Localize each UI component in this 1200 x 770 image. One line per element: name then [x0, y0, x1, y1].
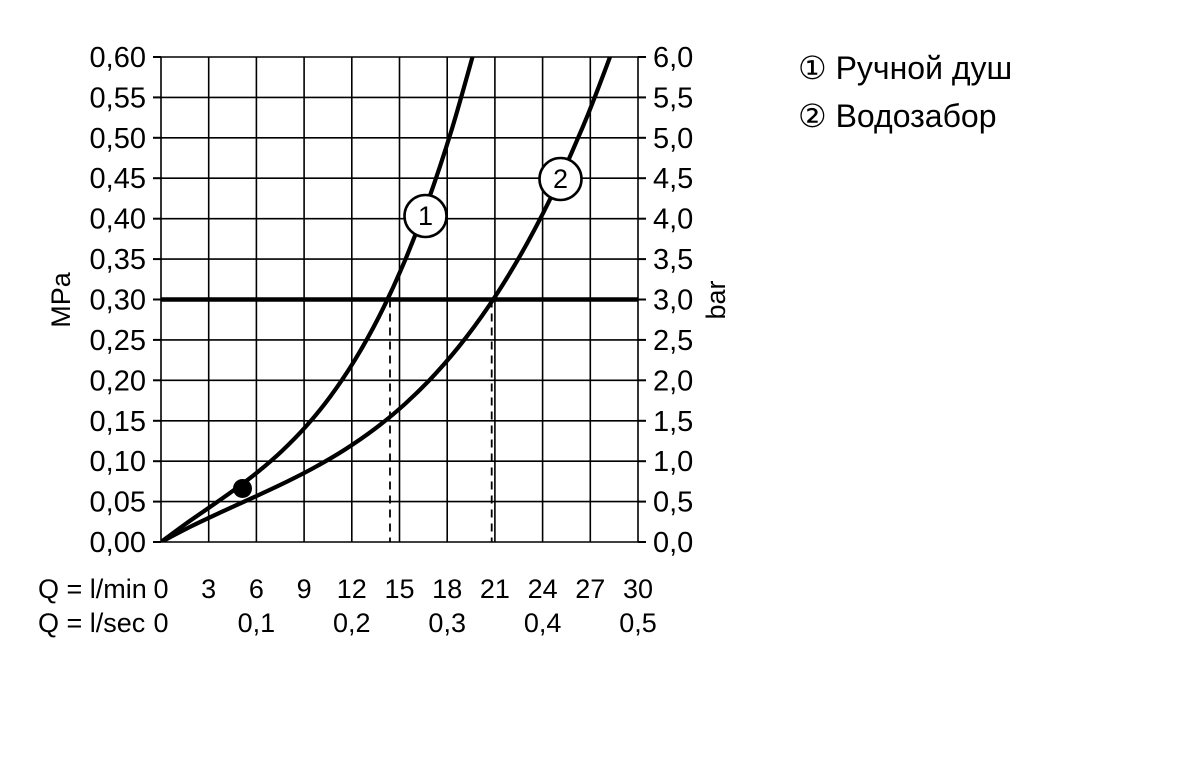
svg-text:1,5: 1,5 — [653, 406, 693, 438]
svg-text:0,45: 0,45 — [90, 163, 146, 195]
svg-text:① Ручной душ: ① Ручной душ — [798, 50, 1012, 86]
svg-text:Q = l/sec: Q = l/sec — [38, 608, 145, 638]
svg-text:0: 0 — [153, 574, 168, 604]
svg-text:24: 24 — [528, 574, 558, 604]
svg-text:3,0: 3,0 — [653, 285, 693, 317]
svg-text:6,0: 6,0 — [653, 42, 693, 74]
svg-text:0,40: 0,40 — [90, 204, 146, 236]
svg-text:5,5: 5,5 — [653, 82, 693, 114]
svg-text:27: 27 — [575, 574, 605, 604]
svg-text:0,50: 0,50 — [90, 123, 146, 155]
svg-text:4,0: 4,0 — [653, 204, 693, 236]
svg-text:0,20: 0,20 — [90, 365, 146, 397]
svg-text:9: 9 — [297, 574, 312, 604]
svg-text:2,5: 2,5 — [653, 325, 693, 357]
svg-text:3,5: 3,5 — [653, 244, 693, 276]
svg-text:3: 3 — [201, 574, 216, 604]
svg-text:0,0: 0,0 — [653, 527, 693, 559]
svg-text:0,05: 0,05 — [90, 487, 146, 519]
svg-text:0,60: 0,60 — [90, 42, 146, 74]
svg-text:0,4: 0,4 — [524, 608, 562, 638]
svg-text:0,00: 0,00 — [90, 527, 146, 559]
svg-text:0,5: 0,5 — [653, 487, 693, 519]
svg-text:0: 0 — [153, 608, 168, 638]
svg-text:bar: bar — [701, 280, 731, 319]
svg-text:21: 21 — [480, 574, 510, 604]
svg-text:18: 18 — [432, 574, 462, 604]
svg-text:0,15: 0,15 — [90, 406, 146, 438]
svg-text:0,55: 0,55 — [90, 82, 146, 114]
svg-text:15: 15 — [384, 574, 414, 604]
svg-text:0,3: 0,3 — [428, 608, 466, 638]
svg-text:1: 1 — [418, 201, 433, 231]
svg-text:2,0: 2,0 — [653, 365, 693, 397]
svg-text:2: 2 — [553, 164, 568, 194]
svg-text:1,0: 1,0 — [653, 446, 693, 478]
svg-text:0,10: 0,10 — [90, 446, 146, 478]
svg-text:0,5: 0,5 — [619, 608, 657, 638]
svg-text:MPa: MPa — [46, 271, 76, 328]
svg-text:12: 12 — [337, 574, 367, 604]
svg-text:Q = l/min: Q = l/min — [38, 574, 147, 604]
svg-text:0,1: 0,1 — [238, 608, 276, 638]
svg-text:4,5: 4,5 — [653, 163, 693, 195]
svg-text:② Водозабор: ② Водозабор — [798, 98, 997, 134]
svg-text:6: 6 — [249, 574, 264, 604]
svg-text:0,35: 0,35 — [90, 244, 146, 276]
svg-text:0,30: 0,30 — [90, 285, 146, 317]
svg-text:30: 30 — [623, 574, 653, 604]
svg-text:5,0: 5,0 — [653, 123, 693, 155]
svg-text:0,2: 0,2 — [333, 608, 371, 638]
svg-text:0,25: 0,25 — [90, 325, 146, 357]
